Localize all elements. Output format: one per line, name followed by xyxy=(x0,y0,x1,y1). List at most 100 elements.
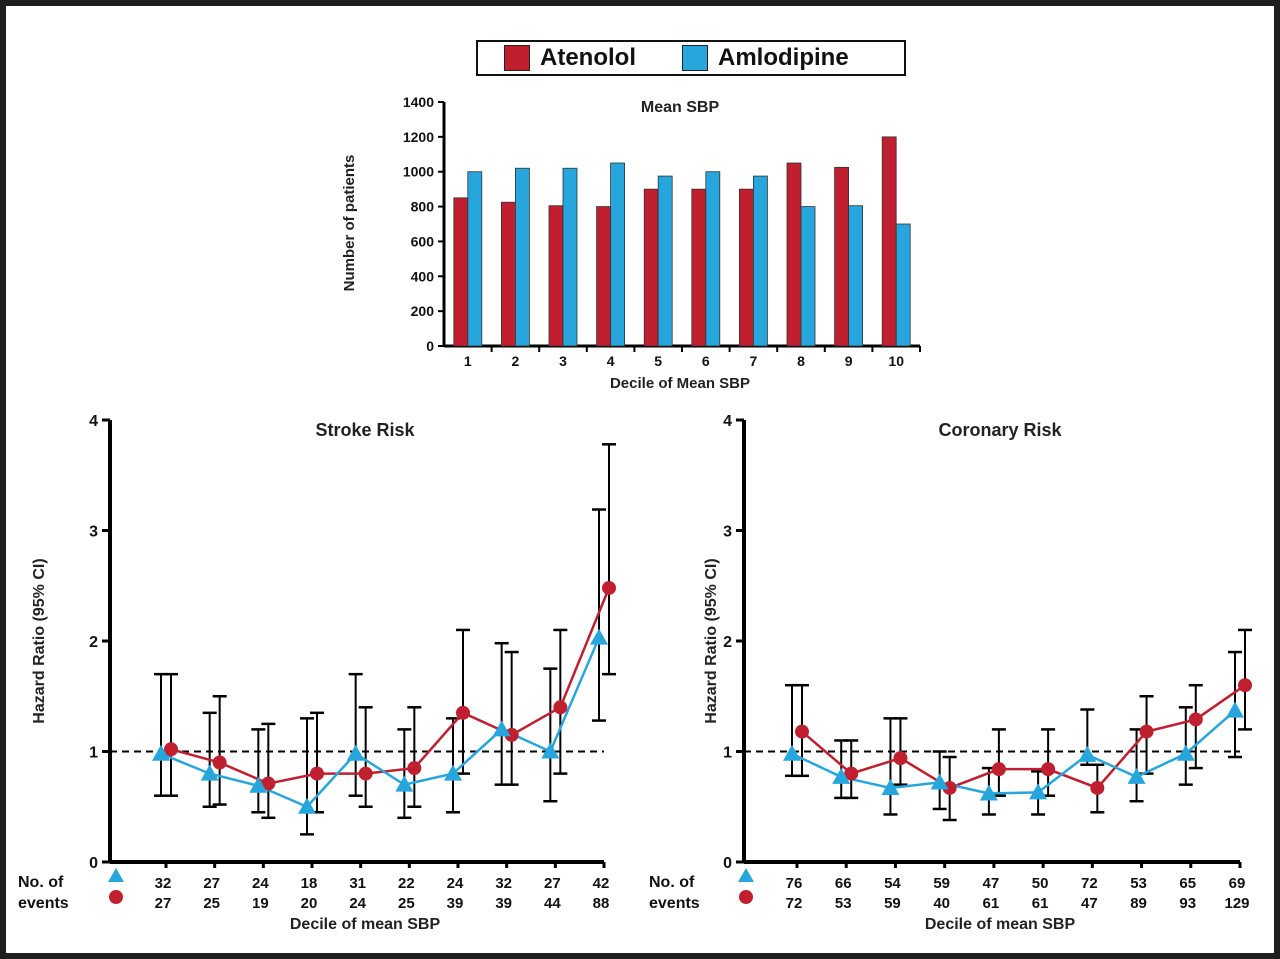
data-point-atenolol xyxy=(407,761,422,776)
data-point-atenolol xyxy=(893,751,908,766)
y-tick-label: 2 xyxy=(89,634,98,651)
series-line-amlodipine xyxy=(791,709,1236,795)
events-triangle-icon xyxy=(108,868,124,882)
events-amlodipine: 24 xyxy=(447,875,464,892)
x-tick-label: 1 xyxy=(464,353,472,369)
data-point-atenolol xyxy=(1090,780,1105,795)
bar-atenolol xyxy=(548,205,564,347)
figure-frame: Atenolol Amlodipine Mean SBP 0 200 400 600 80… xyxy=(6,6,1274,953)
data-point-amlodipine xyxy=(1078,745,1097,762)
y-tick-label: 3 xyxy=(89,524,98,541)
data-point-amlodipine xyxy=(395,775,414,792)
bar-atenolol xyxy=(596,206,611,347)
data-point-amlodipine xyxy=(881,778,900,795)
events-amlodipine: 18 xyxy=(301,875,318,892)
y-tick-label: 400 xyxy=(411,268,435,284)
events-atenolol: 53 xyxy=(835,895,852,912)
data-point-amlodipine xyxy=(783,744,801,761)
events-atenolol: 61 xyxy=(1032,895,1049,912)
data-point-atenolol xyxy=(456,705,470,720)
legend: Atenolol Amlodipine xyxy=(476,40,906,76)
events-label-line2: events xyxy=(649,895,700,912)
events-atenolol: 61 xyxy=(983,895,1000,912)
series-line-atenolol xyxy=(801,684,1246,790)
events-amlodipine: 59 xyxy=(933,875,950,892)
y-tick-label: 1200 xyxy=(403,129,434,145)
data-point-atenolol xyxy=(1041,762,1056,777)
data-point-amlodipine xyxy=(1226,701,1244,718)
legend-item-atenolol: Atenolol xyxy=(504,44,636,72)
events-atenolol: 19 xyxy=(252,895,269,912)
x-axis-label: Decile of Mean SBP xyxy=(610,375,750,392)
data-point-atenolol xyxy=(261,776,276,791)
bar-atenolol xyxy=(691,188,707,347)
series-line-amlodipine xyxy=(160,637,601,809)
data-point-amlodipine xyxy=(200,764,219,781)
x-axis-label: Decile of mean SBP xyxy=(925,916,1076,933)
events-amlodipine: 69 xyxy=(1229,875,1246,892)
x-tick-label: 5 xyxy=(654,353,662,369)
bar-amlodipine xyxy=(514,167,530,347)
bar-amlodipine xyxy=(800,206,816,347)
events-amlodipine: 32 xyxy=(495,875,512,892)
bar-chart-title: Mean SBP xyxy=(641,99,720,116)
data-point-atenolol xyxy=(164,742,178,757)
data-point-amlodipine xyxy=(152,744,170,761)
x-tick-label: 7 xyxy=(750,353,758,369)
bar-atenolol xyxy=(453,197,469,347)
y-tick-label: 600 xyxy=(411,233,435,249)
events-amlodipine: 72 xyxy=(1081,875,1098,892)
legend-label-atenolol: Atenolol xyxy=(540,44,636,71)
events-atenolol: 25 xyxy=(203,895,220,912)
data-point-amlodipine xyxy=(590,628,608,645)
bar-atenolol xyxy=(643,188,659,347)
events-atenolol: 93 xyxy=(1179,895,1196,912)
y-tick-label: 1000 xyxy=(403,164,434,180)
data-point-atenolol xyxy=(553,700,568,715)
chart-title: Coronary Risk xyxy=(938,420,1062,440)
bar-atenolol xyxy=(786,162,802,347)
y-axis-label: Hazard Ratio (95% CI) xyxy=(703,558,720,723)
x-tick-label: 6 xyxy=(702,353,710,369)
chart-title: Stroke Risk xyxy=(315,420,415,440)
events-circle-icon xyxy=(109,890,123,904)
y-tick-label: 200 xyxy=(411,303,435,319)
bar-atenolol xyxy=(881,136,897,347)
events-amlodipine: 27 xyxy=(203,875,220,892)
data-point-amlodipine xyxy=(541,742,560,759)
bar-chart-mean-sbp: Mean SBP 0 200 400 600 800 1000 1200 1400 1 2 3 4 5 6 7… xyxy=(341,94,921,392)
events-amlodipine: 24 xyxy=(252,875,269,892)
bar-atenolol xyxy=(834,166,849,347)
y-tick-label: 4 xyxy=(723,413,732,430)
y-tick-label: 1400 xyxy=(403,94,434,110)
y-tick-label: 3 xyxy=(723,524,732,541)
bar-amlodipine xyxy=(657,175,673,347)
y-tick-label: 4 xyxy=(89,413,98,430)
events-amlodipine: 27 xyxy=(544,875,561,892)
events-amlodipine: 22 xyxy=(398,875,415,892)
series-line-atenolol xyxy=(170,587,611,785)
bar-amlodipine xyxy=(610,162,625,347)
data-point-amlodipine xyxy=(1127,767,1146,784)
data-point-atenolol xyxy=(1188,712,1203,727)
y-tick-label: 0 xyxy=(723,855,732,872)
data-point-amlodipine xyxy=(1029,783,1048,800)
charts-canvas: Mean SBP 0 200 400 600 800 1000 1200 1400 1 2 3 4 5 6 7… xyxy=(18,94,1252,933)
x-tick-label: 9 xyxy=(845,353,853,369)
events-amlodipine: 53 xyxy=(1130,875,1147,892)
data-point-atenolol xyxy=(844,766,859,781)
events-label-line2: events xyxy=(18,895,69,912)
data-point-atenolol xyxy=(942,780,957,795)
data-point-atenolol xyxy=(358,766,373,781)
y-tick-label: 2 xyxy=(723,634,732,651)
events-atenolol: 40 xyxy=(933,895,950,912)
x-tick-label: 3 xyxy=(559,353,567,369)
y-tick-label: 800 xyxy=(411,199,435,215)
x-tick-label: 2 xyxy=(512,353,520,369)
x-tick-label: 4 xyxy=(607,353,615,369)
bar-amlodipine xyxy=(848,205,863,347)
atenolol-swatch-icon xyxy=(504,45,530,71)
events-atenolol: 47 xyxy=(1081,895,1098,912)
events-amlodipine: 65 xyxy=(1179,875,1196,892)
data-point-amlodipine xyxy=(249,776,268,793)
